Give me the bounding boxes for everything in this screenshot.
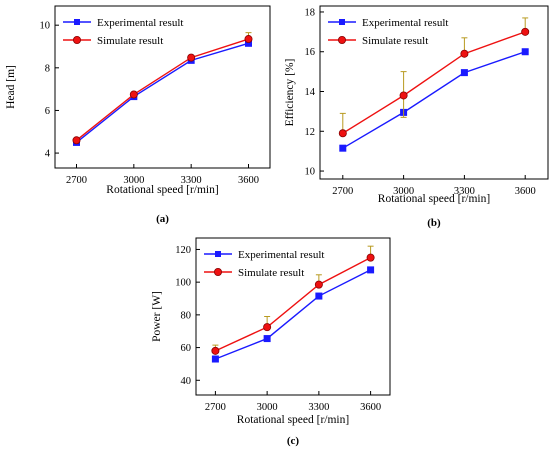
data-point-square (263, 335, 271, 343)
x-tick-label: 2700 (205, 402, 226, 413)
data-point-circle (338, 129, 347, 138)
y-tick-label: 4 (45, 149, 51, 160)
data-point-square (315, 292, 323, 300)
x-tick-label: 3600 (515, 186, 536, 197)
x-axis-label: Rotational speed [r/min] (378, 193, 490, 205)
data-point-square (460, 69, 468, 77)
y-tick-label: 10 (305, 167, 316, 178)
y-tick-label: 60 (181, 343, 192, 354)
y-tick-label: 14 (305, 87, 316, 98)
y-tick-label: 12 (305, 127, 316, 138)
data-point-circle (460, 49, 469, 58)
series-line (342, 51, 526, 149)
data-point-circle (521, 27, 530, 36)
legend-label: Experimental result (362, 17, 448, 29)
x-tick-label: 3600 (238, 175, 259, 186)
x-tick-label: 3300 (308, 402, 329, 413)
x-tick-label: 3000 (123, 175, 144, 186)
x-tick-label: 3600 (360, 402, 381, 413)
x-axis-label: Rotational speed [r/min] (237, 414, 349, 426)
panel-caption: (b) (427, 217, 441, 229)
legend-marker-circle (213, 267, 222, 276)
plot-frame (54, 5, 271, 169)
legend-marker-circle (337, 36, 346, 45)
data-point-circle (263, 323, 272, 332)
legend-label: Simulate result (97, 35, 163, 47)
legend-marker-square (74, 19, 80, 25)
data-point-square (521, 48, 529, 56)
data-point-circle (366, 253, 375, 262)
legend-label: Experimental result (238, 249, 324, 261)
legend-marker-circle (73, 36, 82, 45)
data-point-square (367, 266, 375, 274)
y-tick-label: 120 (175, 245, 191, 256)
series-line (215, 257, 371, 352)
plot-frame (195, 237, 391, 396)
data-point-circle (211, 346, 220, 355)
chart-panel-0: 2700 3000 3300 3600 4 6 8 10 Rotational speed [r… (5, 5, 271, 225)
y-tick-label: 10 (40, 21, 51, 32)
chart-panel-2: 2700 3000 3300 3600 40 60 80 100 120 Rotational s… (151, 237, 391, 447)
x-tick-label: 3300 (181, 175, 202, 186)
data-point-circle (129, 90, 138, 99)
data-point-circle (72, 136, 81, 145)
plot-frame (319, 5, 549, 180)
y-tick-label: 16 (305, 47, 316, 58)
y-tick-label: 40 (181, 376, 192, 387)
data-point-circle (399, 91, 408, 100)
y-tick-label: 6 (45, 106, 50, 117)
legend-marker-square (215, 251, 221, 257)
y-tick-label: 18 (305, 7, 316, 18)
panel-caption: (a) (156, 213, 169, 225)
panel-caption: (c) (287, 435, 300, 447)
legend-label: Simulate result (362, 35, 428, 47)
y-tick-label: 100 (175, 278, 191, 289)
legend-label: Simulate result (238, 267, 304, 279)
x-axis-label: Rotational speed [r/min] (106, 184, 218, 196)
chart-panel-1: 2700 3000 3300 3600 10 12 14 16 18 Rotational spe… (284, 5, 549, 229)
data-point-square (339, 144, 347, 152)
series-line (215, 269, 371, 360)
y-axis-label: Head [m] (5, 65, 17, 109)
data-point-circle (187, 53, 196, 62)
data-point-circle (314, 280, 323, 289)
x-tick-label: 2700 (66, 175, 87, 186)
series-line (76, 38, 249, 141)
legend-label: Experimental result (97, 17, 183, 29)
data-point-circle (244, 35, 253, 44)
x-tick-label: 3000 (257, 402, 278, 413)
x-tick-label: 3300 (454, 186, 475, 197)
y-tick-label: 80 (181, 310, 192, 321)
y-tick-label: 8 (45, 63, 50, 74)
legend-marker-square (339, 19, 345, 25)
y-axis-label: Power [W] (151, 291, 163, 342)
y-axis-label: Efficiency [%] (284, 59, 296, 127)
data-point-square (211, 355, 219, 363)
x-tick-label: 3000 (393, 186, 414, 197)
x-tick-label: 2700 (332, 186, 353, 197)
series-line (342, 31, 526, 134)
series-line (76, 42, 249, 143)
